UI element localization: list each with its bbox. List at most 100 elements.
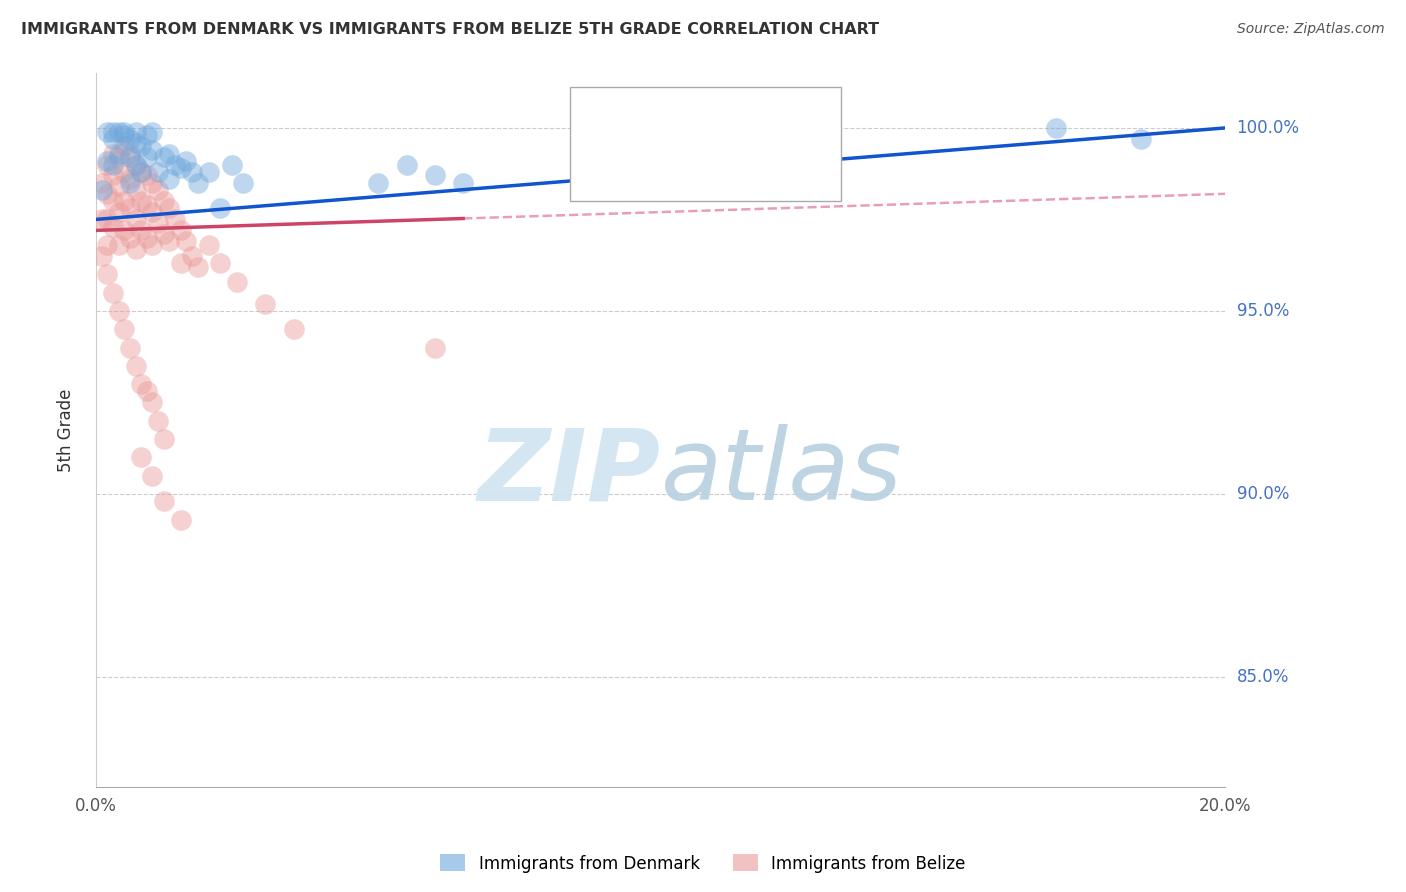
Point: [176, 235, 198, 249]
Point: [129, 194, 152, 208]
Point: [124, 124, 146, 138]
Legend: Immigrants from Denmark, Immigrants from Belize: Immigrants from Denmark, Immigrants from…: [433, 847, 973, 880]
Point: [112, 139, 135, 153]
Point: [159, 172, 181, 186]
Point: [124, 157, 146, 171]
Point: [152, 150, 174, 164]
Point: [118, 230, 141, 244]
Point: [170, 513, 193, 527]
Point: [152, 494, 174, 508]
Point: [209, 202, 232, 216]
Point: [226, 275, 249, 289]
Point: [152, 227, 174, 241]
Point: [101, 219, 124, 234]
Point: [141, 238, 163, 252]
Point: [107, 179, 129, 194]
Point: [152, 194, 174, 208]
Point: [112, 165, 135, 179]
Point: [124, 157, 146, 171]
Point: [112, 322, 135, 336]
Point: [135, 384, 157, 399]
Point: [112, 223, 135, 237]
Point: [187, 176, 209, 190]
Point: [198, 238, 221, 252]
Point: [367, 176, 389, 190]
FancyBboxPatch shape: [571, 87, 841, 202]
Point: [107, 304, 129, 318]
Point: [107, 124, 129, 138]
Point: [90, 249, 112, 263]
Point: [107, 205, 129, 219]
Legend: R = 0.219   N = 41, R = 0.037   N = 69: R = 0.219 N = 41, R = 0.037 N = 69: [592, 104, 841, 177]
Point: [129, 223, 152, 237]
Point: [112, 124, 135, 138]
Point: [159, 235, 181, 249]
Point: [118, 146, 141, 161]
Text: 95.0%: 95.0%: [1237, 301, 1289, 320]
Point: [170, 161, 193, 176]
Text: 90.0%: 90.0%: [1237, 485, 1289, 503]
Point: [170, 256, 193, 270]
Text: ZIP: ZIP: [478, 425, 661, 521]
Point: [129, 377, 152, 392]
Point: [118, 341, 141, 355]
Point: [176, 153, 198, 168]
Point: [96, 157, 118, 171]
Text: 85.0%: 85.0%: [1237, 668, 1289, 686]
Point: [165, 157, 187, 171]
Point: [395, 157, 418, 171]
Point: [118, 132, 141, 146]
Point: [129, 165, 152, 179]
Point: [135, 150, 157, 164]
Text: IMMIGRANTS FROM DENMARK VS IMMIGRANTS FROM BELIZE 5TH GRADE CORRELATION CHART: IMMIGRANTS FROM DENMARK VS IMMIGRANTS FR…: [21, 22, 879, 37]
Point: [124, 212, 146, 227]
Point: [101, 194, 124, 208]
Point: [198, 165, 221, 179]
Point: [90, 183, 112, 197]
Point: [124, 359, 146, 373]
Point: [124, 136, 146, 150]
Point: [1129, 132, 1152, 146]
Point: [423, 341, 446, 355]
Point: [141, 124, 163, 138]
Point: [141, 176, 163, 190]
Point: [152, 432, 174, 446]
Point: [107, 146, 129, 161]
Point: [170, 223, 193, 237]
Point: [124, 242, 146, 256]
Point: [159, 146, 181, 161]
Point: [124, 183, 146, 197]
Point: [209, 256, 232, 270]
Point: [254, 296, 277, 310]
Point: [112, 128, 135, 143]
Point: [141, 395, 163, 409]
Point: [221, 157, 243, 171]
Point: [232, 176, 254, 190]
Point: [135, 230, 157, 244]
Text: atlas: atlas: [661, 425, 903, 521]
Point: [146, 165, 169, 179]
Point: [101, 124, 124, 138]
Point: [118, 202, 141, 216]
Point: [135, 128, 157, 143]
Point: [107, 150, 129, 164]
Point: [101, 285, 124, 300]
Point: [101, 169, 124, 183]
Point: [146, 183, 169, 197]
Point: [107, 238, 129, 252]
Point: [159, 202, 181, 216]
Point: [181, 249, 204, 263]
Point: [146, 216, 169, 230]
Point: [283, 322, 305, 336]
Point: [146, 414, 169, 428]
Point: [1045, 120, 1067, 135]
Point: [96, 212, 118, 227]
Point: [141, 143, 163, 157]
Point: [96, 124, 118, 138]
Point: [423, 169, 446, 183]
Point: [96, 153, 118, 168]
Point: [118, 176, 141, 190]
Point: [101, 132, 124, 146]
Point: [129, 165, 152, 179]
Point: [90, 176, 112, 190]
